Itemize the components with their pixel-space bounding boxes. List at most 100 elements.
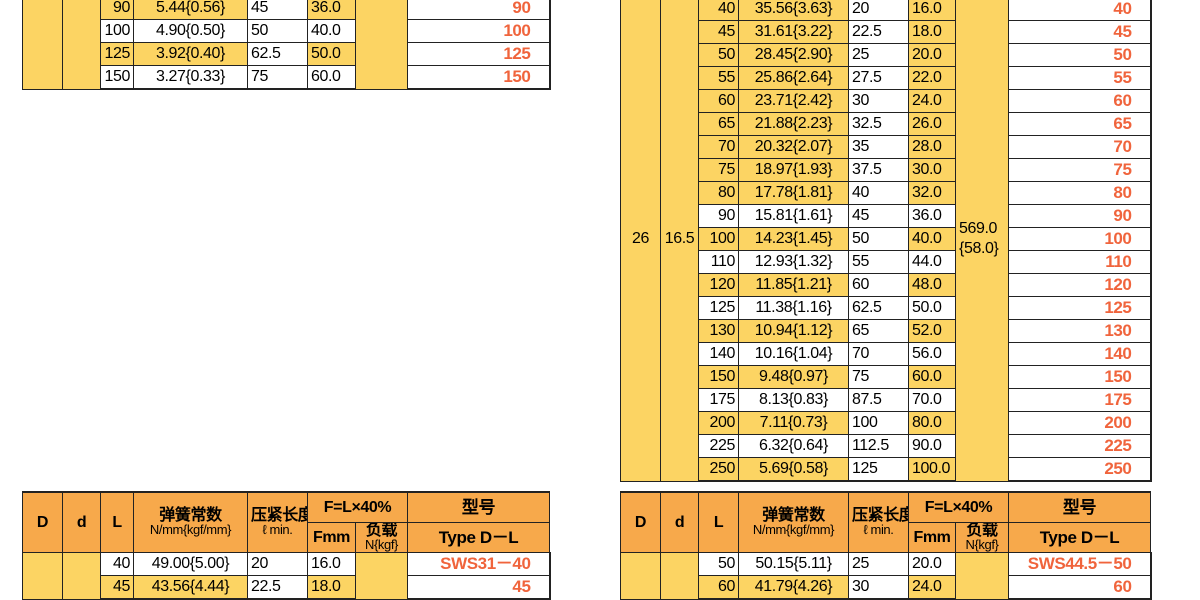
- model-header: Type D－L: [407, 522, 550, 553]
- fmm: 32.0: [908, 181, 956, 205]
- spring-constant: 10.16{1.04}: [738, 342, 849, 366]
- spring-constant: 6.32{0.64}: [738, 434, 849, 458]
- min-length: 32.5: [848, 112, 909, 136]
- model: 250: [1008, 457, 1152, 482]
- min-length: 22.5: [247, 575, 308, 600]
- fmm: 40.0: [307, 19, 356, 43]
- fmm: 90.0: [908, 434, 956, 458]
- min-length: 20: [247, 552, 308, 576]
- length: 80: [698, 181, 739, 205]
- data-row: 225 6.32{0.64} 112.5 90.0 225: [621, 434, 1152, 458]
- model: 120: [1008, 273, 1152, 297]
- min-length: 40: [848, 181, 909, 205]
- model-header: 型号: [1008, 491, 1151, 523]
- fmm: 18.0: [908, 20, 956, 44]
- model: 80: [1008, 181, 1152, 205]
- spring-constant: 20.32{2.07}: [738, 135, 849, 159]
- spring-constant: 49.00{5.00}: [133, 552, 248, 576]
- span-d: [22, 552, 63, 600]
- length: 110: [698, 250, 739, 274]
- data-row: 125 11.38{1.16} 62.5 50.0 125: [621, 296, 1152, 320]
- fmm: 16.0: [908, 0, 956, 21]
- length-header-unit: ℓ min.: [262, 521, 293, 537]
- fmm: 56.0: [908, 342, 956, 366]
- data-row: 45 31.61{3.22} 22.5 18.0 45: [621, 20, 1152, 44]
- min-length: 45: [247, 0, 308, 20]
- force-header: F=L×40%: [908, 491, 1009, 523]
- length: 40: [698, 0, 739, 21]
- l-header-text: L: [112, 513, 122, 531]
- length: 200: [698, 411, 739, 435]
- length: 45: [100, 575, 134, 600]
- load-header-unit: N{kgf}: [364, 536, 398, 552]
- length: 45: [698, 20, 739, 44]
- min-length: 112.5: [848, 434, 909, 458]
- model-header-text: Type D－L: [438, 527, 519, 547]
- length: 50: [698, 43, 739, 67]
- spring-constant: 4.90{0.50}: [133, 19, 248, 43]
- length-header: 压紧长度 ℓ min.: [848, 491, 909, 553]
- model-header-text: Type D－L: [1039, 527, 1120, 547]
- span-d: [62, 552, 101, 600]
- model: 65: [1008, 112, 1152, 136]
- data-row: 45 43.56{4.44} 22.5 18.0 45: [23, 575, 551, 600]
- force-header-text: F=L×40%: [323, 498, 392, 516]
- min-length: 30: [848, 575, 909, 600]
- model-header: Type D－L: [1008, 522, 1151, 553]
- model: 130: [1008, 319, 1152, 343]
- fmm: 50.0: [908, 296, 956, 320]
- length: 100: [698, 227, 739, 251]
- model: 90: [1008, 204, 1152, 228]
- model: 60: [1008, 89, 1152, 113]
- data-row: 65 21.88{2.23} 32.5 26.0 65: [621, 112, 1152, 136]
- spring-constant: 21.88{2.23}: [738, 112, 849, 136]
- small-d-header-text: d: [674, 513, 685, 531]
- data-row: 110 12.93{1.32} 55 44.0 110: [621, 250, 1152, 274]
- fmm-header-text: Fmm: [312, 528, 351, 546]
- length: 175: [698, 388, 739, 412]
- length: 50: [698, 552, 739, 576]
- data-row: 175 8.13{0.83} 87.5 70.0 175: [621, 388, 1152, 412]
- length: 130: [698, 319, 739, 343]
- model: 45: [407, 575, 551, 600]
- load: 569.0 {58.0}: [955, 0, 1009, 482]
- spring-constant: 17.78{1.81}: [738, 181, 849, 205]
- fmm: 60.0: [908, 365, 956, 389]
- data-row: 150 3.27{0.33} 75 60.0 150: [23, 65, 551, 90]
- model: 175: [1008, 388, 1152, 412]
- model: 150: [407, 65, 551, 90]
- data-row: 250 5.69{0.58} 125 100.0 250: [621, 457, 1152, 482]
- data-row: 50 28.45{2.90} 25 20.0 50: [621, 43, 1152, 67]
- fmm: 60.0: [307, 65, 356, 90]
- length: 120: [698, 273, 739, 297]
- min-length: 62.5: [247, 42, 308, 66]
- spring-constant: 7.11{0.73}: [738, 411, 849, 435]
- fmm: 52.0: [908, 319, 956, 343]
- data-row: 40 49.00{5.00} 20 16.0 SWS31－40: [22, 552, 551, 600]
- l-header: L: [100, 491, 134, 553]
- data-row: 130 10.94{1.12} 65 52.0 130: [621, 319, 1152, 343]
- data-row: 140 10.16{1.04} 70 56.0 140: [621, 342, 1152, 366]
- model-header: 型号: [407, 491, 550, 523]
- fmm: 22.0: [908, 66, 956, 90]
- fmm-header-text: Fmm: [913, 528, 951, 546]
- model: SWS31－40: [407, 552, 551, 576]
- spring-header-text: 弹簧常数: [159, 506, 222, 524]
- fmm: 20.0: [908, 43, 956, 67]
- min-length: 20: [848, 0, 909, 21]
- spring-constant: 14.23{1.45}: [738, 227, 849, 251]
- min-length: 50: [247, 19, 308, 43]
- length: 250: [698, 457, 739, 482]
- fmm: 24.0: [908, 575, 956, 600]
- length: 70: [698, 135, 739, 159]
- spring-constant: 11.38{1.16}: [738, 296, 849, 320]
- min-length: 65: [848, 319, 909, 343]
- force-header-text: F=L×40%: [924, 498, 993, 516]
- min-length: 125: [848, 457, 909, 482]
- length: 90: [100, 0, 134, 20]
- spring-table: 90 5.44{0.56} 45 36.0 90 100 4.90{0.50} 50 40.0 1…: [22, 0, 551, 90]
- span-d: [22, 0, 63, 90]
- fmm: 50.0: [307, 42, 356, 66]
- small-d-header-text: d: [76, 513, 87, 531]
